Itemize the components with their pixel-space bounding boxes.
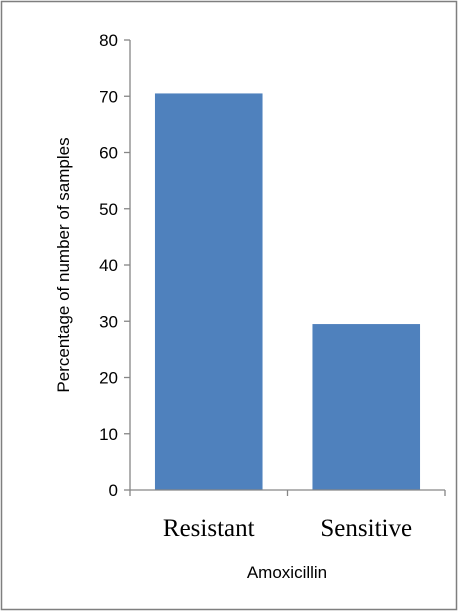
bar-resistant <box>154 93 263 490</box>
x-category-label: Sensitive <box>320 515 412 542</box>
y-tick-label: 0 <box>109 481 118 500</box>
y-tick-label: 40 <box>99 256 118 275</box>
y-tick-label: 70 <box>99 87 118 106</box>
x-axis: Resistant Sensitive <box>129 489 446 542</box>
y-axis: 0 10 20 30 40 50 60 70 80 <box>99 31 131 500</box>
y-tick-label: 80 <box>99 31 118 50</box>
y-axis-title: Percentage of number of samples <box>54 137 73 392</box>
y-tick-label: 30 <box>99 312 118 331</box>
x-category-label: Resistant <box>163 515 255 542</box>
x-axis-title: Amoxicillin <box>247 563 327 582</box>
y-tick-label: 20 <box>99 369 118 388</box>
bar-sensitive <box>312 324 421 490</box>
bars-layer <box>154 93 421 490</box>
y-tick-label: 50 <box>99 200 118 219</box>
y-tick-label: 10 <box>99 425 118 444</box>
y-tick-label: 60 <box>99 144 118 163</box>
